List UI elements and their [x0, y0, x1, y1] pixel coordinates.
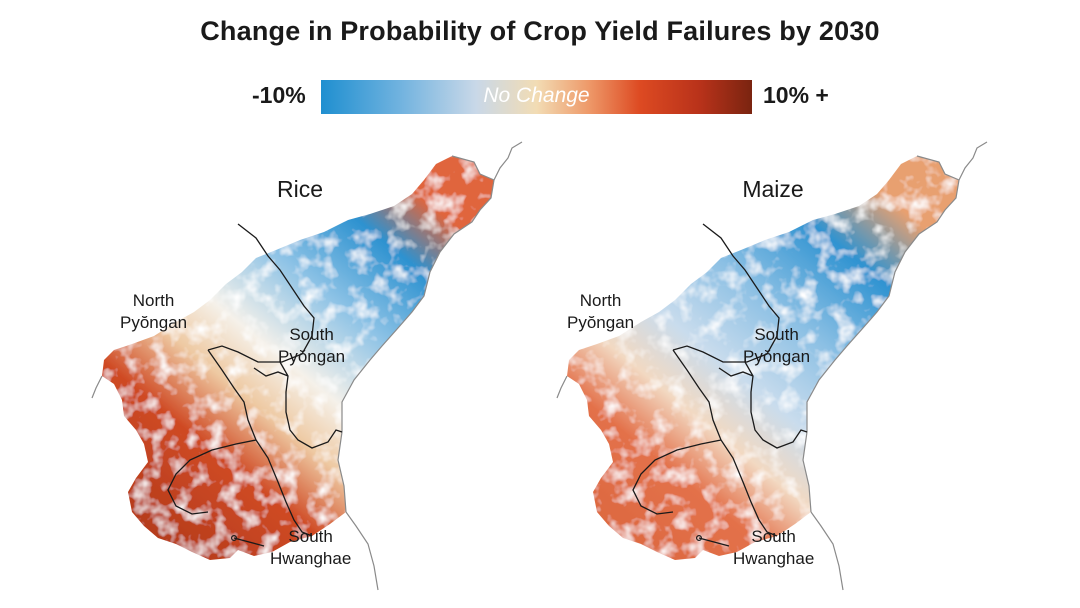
rice-map-title: Rice	[276, 176, 323, 202]
maize-map-title: Maize	[742, 176, 804, 202]
rice-province-borders	[167, 223, 343, 537]
rice-label-south-pyongan: South Pyŏngan	[278, 324, 345, 368]
maize-label-south-pyongan: South Pyŏngan	[743, 324, 810, 368]
legend-center-label: No Change	[483, 84, 590, 107]
rice-map	[91, 141, 523, 591]
rice-map-panel: Rice North Pyŏngan South Pyŏngan South H…	[80, 140, 540, 600]
maize-label-south-hwanghae: South Hwanghae	[733, 526, 814, 570]
color-scale-legend: No Change	[321, 80, 752, 114]
maize-coastline	[556, 141, 988, 591]
rice-land-fill	[102, 156, 494, 560]
maize-label-north-pyongan-text: North Pyŏngan	[567, 291, 635, 332]
maize-label-south-pyongan-text: South Pyŏngan	[743, 325, 811, 366]
maize-province-borders	[632, 223, 808, 537]
rice-label-south-hwanghae-text: South Hwanghae	[270, 527, 352, 568]
rice-hwanghae-pointer-dot	[231, 535, 238, 542]
maize-map	[556, 141, 988, 591]
maize-hwanghae-pointer-dot	[696, 535, 703, 542]
maize-land-fill	[567, 156, 959, 560]
rice-label-south-pyongan-text: South Pyŏngan	[278, 325, 346, 366]
legend-min-label: -10%	[252, 82, 306, 108]
chart-title: Change in Probability of Crop Yield Fail…	[200, 16, 880, 46]
legend-max-label: 10% +	[763, 82, 829, 108]
rice-hwanghae-pointer	[233, 537, 265, 547]
rice-coastline	[91, 141, 523, 591]
rice-label-south-hwanghae: South Hwanghae	[270, 526, 351, 570]
maize-label-south-hwanghae-text: South Hwanghae	[733, 527, 815, 568]
maize-hwanghae-pointer	[698, 537, 730, 547]
maize-label-north-pyongan: North Pyŏngan	[567, 290, 634, 334]
rice-label-north-pyongan-text: North Pyŏngan	[120, 291, 188, 332]
maize-map-panel: Maize North Pyŏngan South Pyŏngan South …	[545, 140, 1005, 600]
rice-label-north-pyongan: North Pyŏngan	[120, 290, 187, 334]
